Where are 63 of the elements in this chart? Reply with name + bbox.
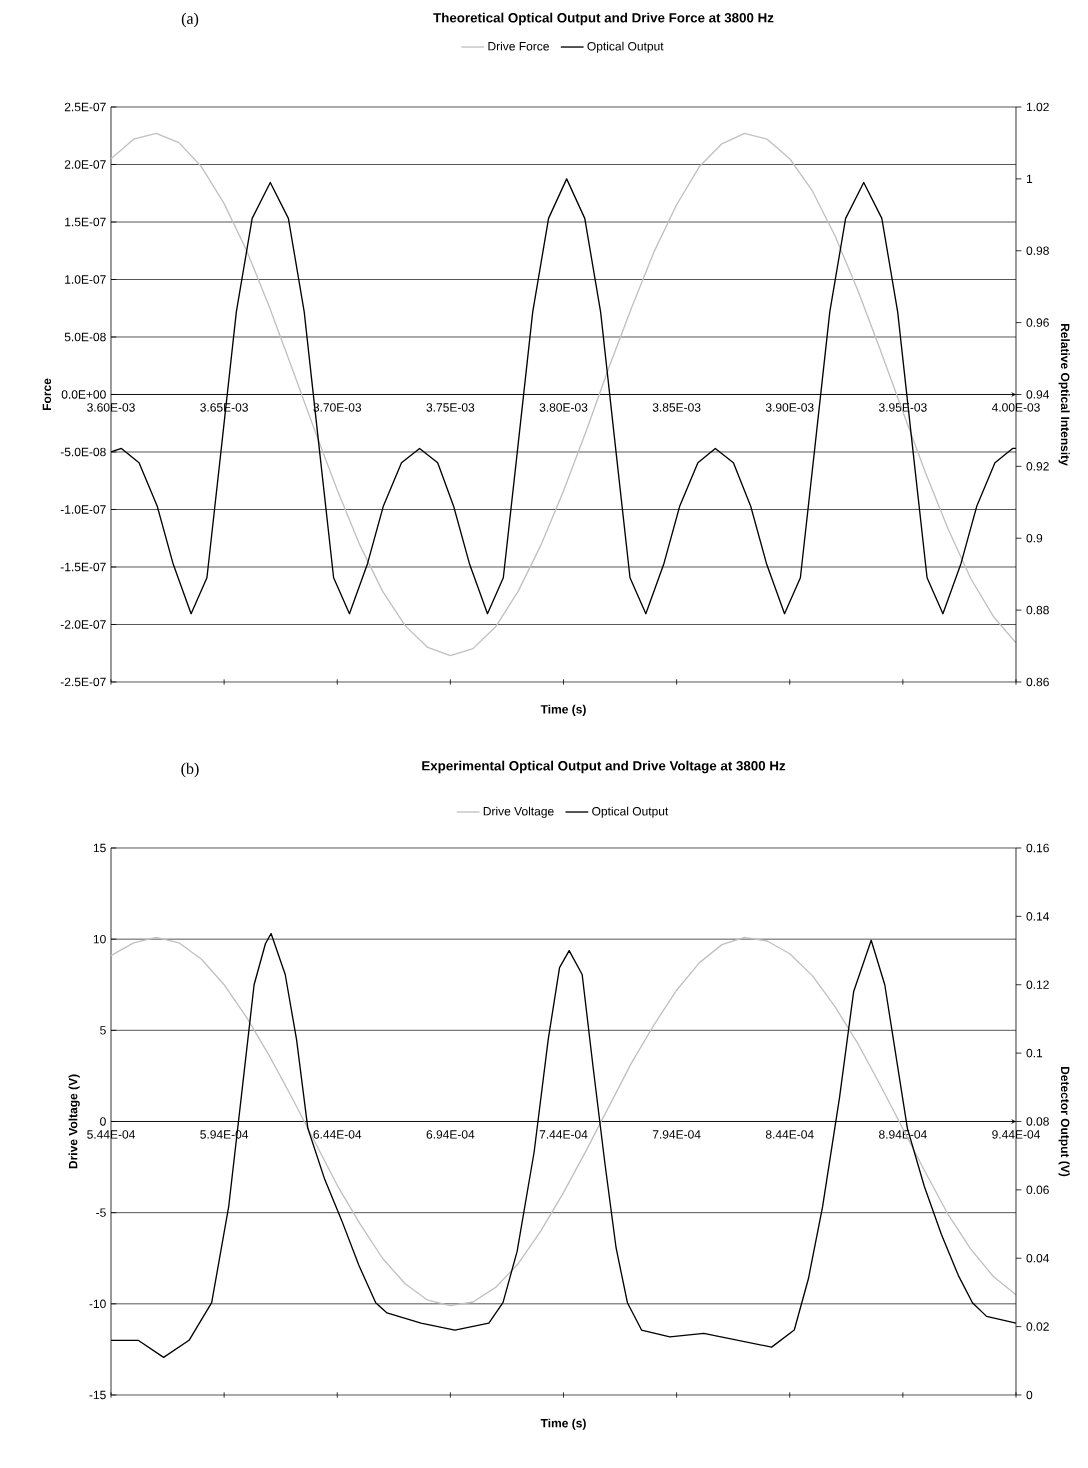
y-tick-label: 1.5E-07 [65,217,106,227]
x-tick-label: 3.90E-03 [765,403,814,412]
y2-tick-label: 0.16 [1026,843,1049,853]
chart-title: Experimental Optical Output and Drive Voltage at 3800 Hz [422,760,786,774]
x-tick-label: 5.44E-04 [87,1130,135,1139]
y2-tick-label: 0.86 [1026,677,1049,687]
x-tick-label: 3.60E-03 [87,403,135,412]
y-tick-label: 5.0E-08 [64,332,106,342]
legend-label: Optical Output [592,806,669,818]
y2-tick-label: 0.04 [1026,1253,1050,1263]
y-tick-label: 0 [100,1117,106,1126]
x-tick-label: 3.85E-03 [652,403,701,412]
y2-axis-title: Relative Optical Intensity [1058,323,1070,466]
x-axis-title: Time (s) [540,704,586,716]
x-tick-label: 6.94E-04 [426,1130,475,1139]
y-axis-title: Drive Voltage (V) [68,1074,80,1169]
y2-tick-label: 0.06 [1026,1185,1049,1195]
y2-tick-label: 0.14 [1026,912,1050,921]
y-tick-label: -1.5E-07 [60,562,106,572]
y2-tick-label: 0 [1026,1390,1033,1400]
y2-tick-label: 0.12 [1026,980,1049,989]
y-axis-title: Force [42,378,52,411]
y-tick-label: -5.0E-08 [60,447,106,457]
x-tick-label: 3.75E-03 [426,403,475,412]
y2-tick-label: 0.88 [1026,605,1049,615]
y2-tick-label: 0.9 [1026,533,1043,543]
legend-label: Drive Force [488,41,549,51]
y-tick-label: -10 [89,1299,106,1309]
x-tick-label: 7.44E-04 [539,1130,588,1139]
text: (b) [181,762,199,778]
y2-tick-label: 0.02 [1026,1322,1049,1331]
legend-label: Optical Output [587,41,664,53]
x-tick-label: 9.44E-04 [992,1130,1040,1139]
text: (a) [181,12,199,28]
y-tick-label: 1.0E-07 [65,275,106,284]
y-tick-label: -5 [96,1208,106,1217]
x-tick-label: 7.94E-04 [652,1130,701,1139]
y2-tick-label: 0.96 [1026,318,1049,327]
y-tick-label: 2.0E-07 [64,160,106,169]
y2-tick-label: 1.02 [1026,102,1049,112]
y-tick-label: 2.5E-07 [64,102,106,112]
x-axis-title: Time (s) [540,1418,586,1430]
chart-title: Theoretical Optical Output and Drive Force at 3800 Hz [433,12,774,26]
y-tick-label: 0.0E+00 [61,390,106,399]
x-tick-label: 6.44E-04 [313,1130,362,1139]
x-tick-label: 4.00E-03 [991,403,1040,412]
y-tick-label: 5 [100,1026,106,1035]
y2-axis-title: Detector Output (V) [1058,1066,1070,1177]
y-tick-label: -15 [89,1390,106,1400]
y2-tick-label: 0.94 [1026,390,1050,399]
legend-label: Drive Voltage [483,806,554,818]
y-tick-label: -2.5E-07 [60,677,106,687]
y2-tick-label: 0.1 [1026,1048,1043,1058]
y-tick-label: 10 [93,934,106,944]
y2-tick-label: 1 [1026,174,1033,183]
y2-tick-label: 0.08 [1026,1117,1049,1126]
x-tick-label: 8.44E-04 [765,1130,814,1139]
y2-tick-label: 0.92 [1026,462,1049,471]
y-tick-label: -2.0E-07 [60,620,106,629]
x-tick-label: 3.80E-03 [539,403,588,412]
y-tick-label: 15 [93,843,106,853]
y-tick-label: -1.0E-07 [60,505,106,514]
y2-tick-label: 0.98 [1026,246,1049,255]
